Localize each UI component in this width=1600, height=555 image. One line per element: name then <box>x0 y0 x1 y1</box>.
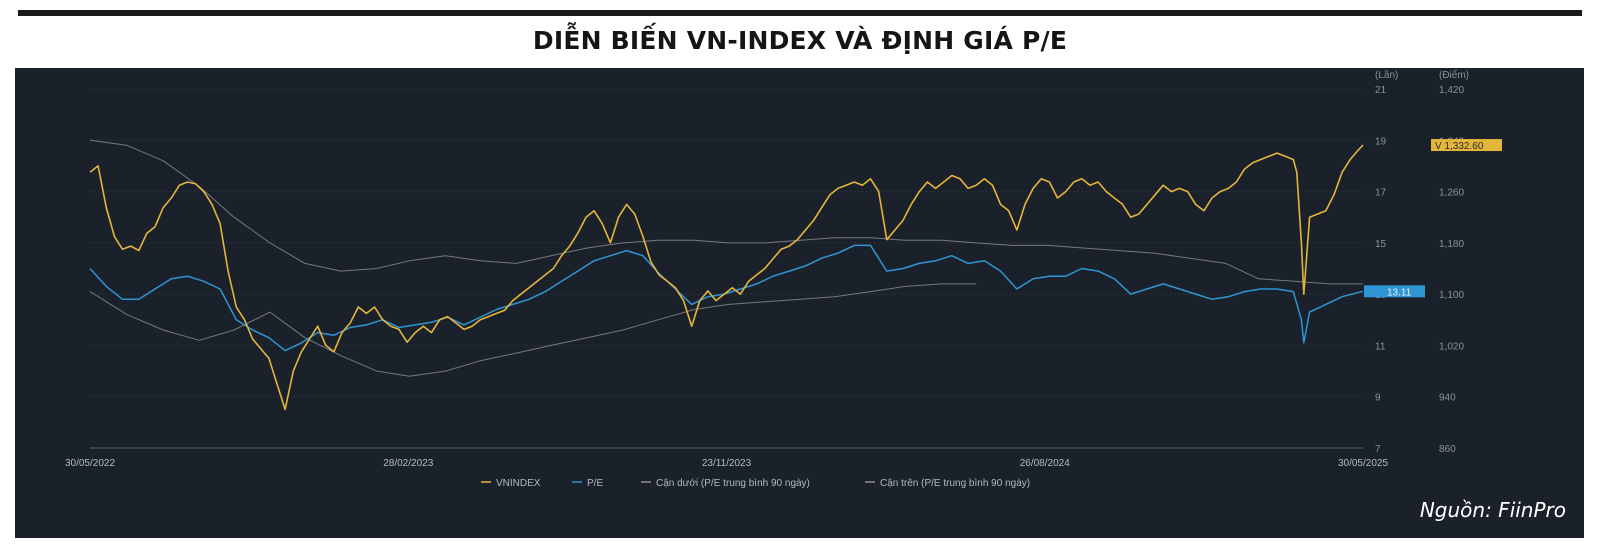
y-left-tick-label: 9 <box>1375 393 1381 404</box>
legend-label: Cận trên (P/E trung bình 90 ngày) <box>880 478 1030 489</box>
y-right-tick-label: 1,420 <box>1439 85 1464 96</box>
x-tick-label: 30/05/2025 <box>1338 458 1388 469</box>
y-right-tick-label: 1,260 <box>1439 188 1464 199</box>
x-tick-label: 28/02/2023 <box>383 458 433 469</box>
value-badges: V 1,332.60 13.11 <box>1364 139 1502 298</box>
series-line-pe <box>89 244 1364 352</box>
pe-last-value: 13.11 <box>1387 287 1412 298</box>
legend-label: VNINDEX <box>496 478 541 489</box>
y-left-tick-label: 11 <box>1375 341 1386 352</box>
vnindex-last-badge <box>1431 139 1502 152</box>
y-right-tick-label: 1,020 <box>1439 341 1464 352</box>
chart-panel: 791113151719218609401,0201,1001,1801,260… <box>15 68 1584 538</box>
pe-vnindex-chart: 791113151719218609401,0201,1001,1801,260… <box>65 69 1502 489</box>
x-tick-label: 26/08/2024 <box>1020 458 1070 469</box>
series-line-vnindex <box>89 144 1364 411</box>
source-note: Nguồn: FiinPro <box>1419 498 1566 522</box>
pe-last-badge <box>1364 285 1425 298</box>
vnindex-last-value: V 1,332.60 <box>1435 141 1484 152</box>
y-left-unit: (Lần) <box>1375 69 1398 81</box>
series-lines <box>89 139 1364 411</box>
y-right-tick-label: 1,100 <box>1439 290 1464 301</box>
y-left-tick-label: 7 <box>1375 444 1381 455</box>
legend: VNINDEX P/E Cận dưới (P/E trung bình 90 ng… <box>481 478 1030 489</box>
y-right-tick-label: 940 <box>1439 393 1456 404</box>
axes: 791113151719218609401,0201,1001,1801,260… <box>65 69 1469 469</box>
x-tick-label: 30/05/2022 <box>65 458 115 469</box>
y-right-unit: (Điểm) <box>1439 69 1469 81</box>
legend-label: P/E <box>587 478 603 489</box>
chart-title: DIỄN BIẾN VN-INDEX VÀ ĐỊNH GIÁ P/E <box>532 26 1068 55</box>
y-left-tick-label: 17 <box>1375 188 1387 199</box>
y-left-tick-label: 15 <box>1375 239 1387 250</box>
y-right-tick-label: 860 <box>1439 444 1456 455</box>
series-line-lower-band <box>89 283 977 377</box>
legend-label: Cận dưới (P/E trung bình 90 ngày) <box>656 478 810 489</box>
y-right-tick-label: 1,180 <box>1439 239 1464 250</box>
y-left-tick-label: 21 <box>1375 85 1387 96</box>
y-left-tick-label: 19 <box>1375 136 1387 147</box>
series-line-upper-band <box>89 139 1363 285</box>
top-rule <box>18 10 1582 16</box>
x-tick-label: 23/11/2023 <box>702 458 752 469</box>
